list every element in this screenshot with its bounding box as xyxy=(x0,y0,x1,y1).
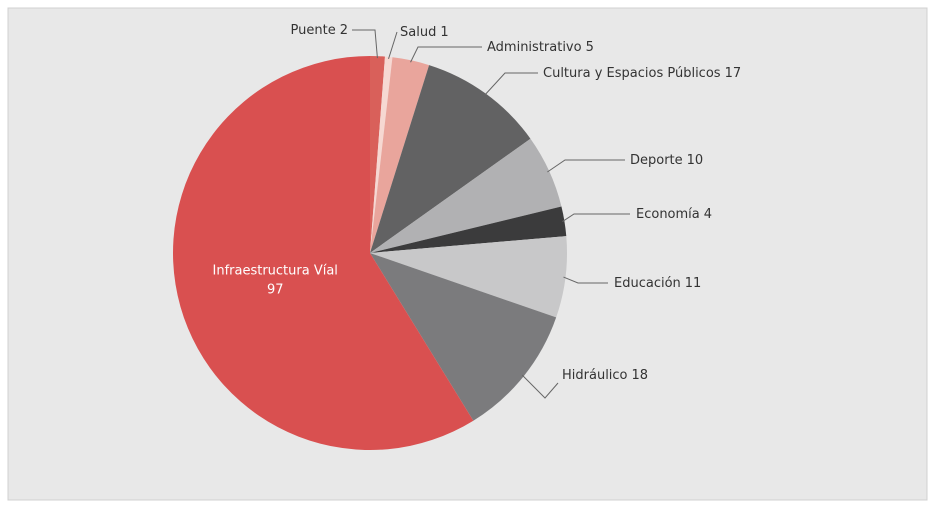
pie-slice xyxy=(370,56,393,253)
slice-label: Economía 4 xyxy=(636,207,712,222)
leader-line xyxy=(521,374,559,399)
slice-label-value: 5 xyxy=(586,40,594,55)
pie-slice xyxy=(370,65,531,253)
leader-line xyxy=(547,159,625,173)
slice-label-value: 2 xyxy=(340,23,348,38)
pie-slice xyxy=(370,253,557,421)
slice-label-value: 10 xyxy=(687,153,704,168)
slice-label: Puente 2 xyxy=(291,23,348,38)
slice-label-value: 97 xyxy=(267,282,284,297)
slice-label-value: 18 xyxy=(632,368,649,383)
slice-label-category: Puente xyxy=(291,23,336,38)
pie-slice xyxy=(173,56,474,451)
slice-label-category: Educación xyxy=(614,276,681,291)
leader-line xyxy=(562,213,630,222)
slice-label-category: Hidráulico xyxy=(562,368,628,383)
slice-label-category: Economía xyxy=(636,207,700,222)
slice-label: Educación 11 xyxy=(614,276,701,291)
slice-label-category: Cultura y Espacios Públicos xyxy=(543,66,721,81)
slice-label-category: Salud xyxy=(400,25,436,40)
slice-label-value: 11 xyxy=(685,276,702,291)
slice-label-category: Deporte xyxy=(630,153,683,168)
leader-line xyxy=(484,72,538,96)
leader-line xyxy=(352,29,378,59)
slice-label: Cultura y Espacios Públicos 17 xyxy=(543,66,741,81)
slice-label: Salud 1 xyxy=(400,25,449,40)
pie-slice xyxy=(370,236,567,318)
slice-label-category: Administrativo xyxy=(487,40,582,55)
slice-label-value: 4 xyxy=(704,207,712,222)
leader-line xyxy=(388,31,398,60)
pie-slice xyxy=(370,206,567,253)
slice-label-category: Infraestructura Víal xyxy=(213,263,338,278)
pie-slice xyxy=(370,56,385,253)
leader-line xyxy=(410,46,482,63)
slice-label: Deporte 10 xyxy=(630,153,703,168)
slice-label-value: 1 xyxy=(440,25,448,40)
pie-slice xyxy=(370,57,430,253)
pie-slice xyxy=(370,138,562,253)
slice-label-value: 17 xyxy=(725,66,742,81)
leader-line xyxy=(563,276,608,284)
slice-label: Administrativo 5 xyxy=(487,40,594,55)
slice-label: Hidráulico 18 xyxy=(562,368,648,383)
